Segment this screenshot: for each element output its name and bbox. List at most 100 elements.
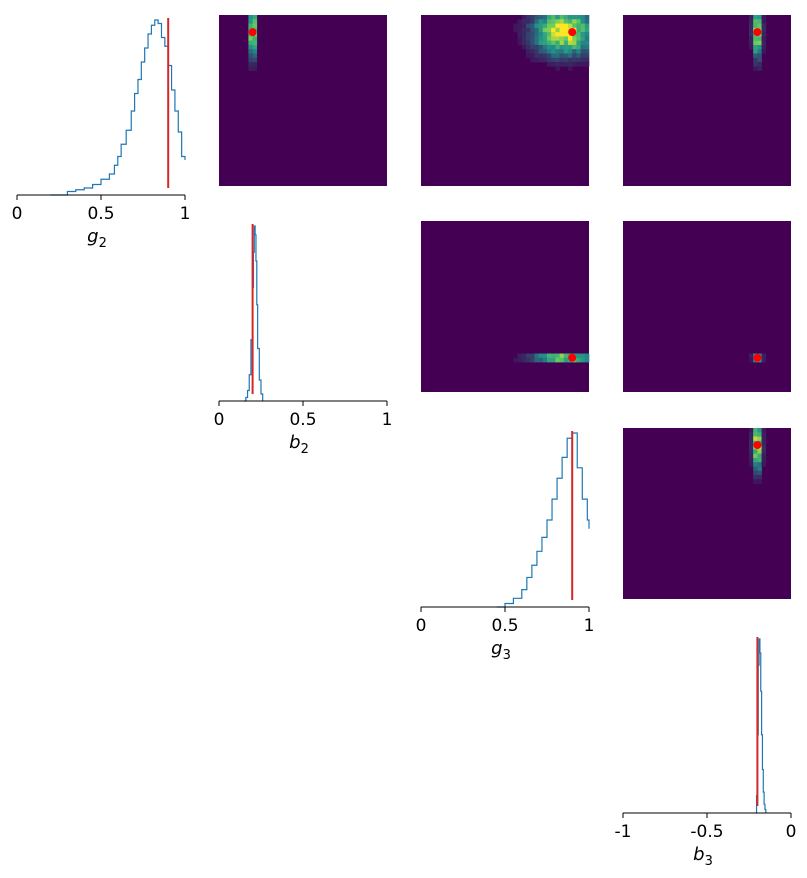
heatmap-g_2-b_2 [219,15,387,186]
heatmap-cell [555,27,560,33]
heatmap-cell [761,27,767,33]
heatmap-cell [753,57,758,63]
heatmap-cell [563,27,569,33]
heatmap-cell [542,53,548,59]
heatmap-cell [563,15,569,20]
heatmap-cell [551,27,556,33]
heatmap-cell [749,445,754,450]
heatmap-cell [580,32,586,37]
heatmap-cell [563,44,569,50]
heatmap-cell [521,44,527,50]
heatmap-cell [757,466,762,472]
heatmap-b_2-g_3 [421,221,590,392]
heatmap-cell [580,40,586,46]
heatmap-cell [572,53,577,59]
heatmap-cell [568,23,573,29]
heatmap-cell [526,49,531,54]
heatmap-cell [584,49,590,54]
heatmap-cell [248,66,253,71]
heatmap-cell [248,23,253,29]
heatmap-cell [749,15,754,20]
heatmap-cell [753,453,758,459]
heatmap-cell [252,40,258,46]
heatmap-cell [521,15,527,20]
heatmap-cell [749,436,754,442]
heatmap-cell [547,57,552,63]
heatmap-cell [576,57,581,63]
heatmap-cell [534,49,539,54]
heatmap-cell [538,44,544,50]
heatmap-cell [530,57,535,63]
heatmap-cell [568,36,573,41]
heatmap-cell [538,357,544,363]
heatmap-cell [526,23,531,29]
heatmap-cell [753,23,758,29]
heatmap-cell [559,44,565,50]
heatmap-cell [559,19,565,24]
heatmap-cell [248,36,253,41]
heatmap-cell [757,53,762,59]
heatmap-cell [757,457,762,463]
heatmap-cell [559,62,565,67]
heatmap-cell [530,32,535,37]
heatmap-cell [542,49,548,54]
heatmap-cell [576,23,581,29]
heatmap-cell [576,36,581,41]
heatmap-cell [555,19,560,24]
heatmap-cell [559,353,565,359]
heatmap-cell [563,62,569,67]
heatmap-cell [753,466,758,472]
heatmap-cell [568,44,573,50]
heatmap-cell [534,32,539,37]
heatmap-cell [542,15,548,20]
heatmap-cell [761,32,767,37]
heatmap-cell [555,32,560,37]
heatmap-cell [555,53,560,59]
heatmap-cell [757,479,762,484]
heatmap-cell [252,66,258,71]
heatmap-g_2-g_3 [421,15,590,186]
histogram-line [244,225,264,402]
heatmap-cell [568,66,573,71]
heatmap-cell [749,457,754,463]
heatmap-cell [749,453,754,459]
heatmap-cell [563,49,569,54]
heatmap-cell [551,15,556,20]
heatmap-cell [753,66,758,71]
heatmap-cell [559,357,565,363]
heatmap-cell [526,32,531,37]
heatmap-cell [513,23,518,29]
heatmap-cell [757,462,762,467]
heatmap-background [219,15,387,186]
heatmap-cell [576,19,581,24]
heatmap-cell [252,57,258,63]
heatmap-cell [761,428,767,433]
heatmap-cell [248,62,253,67]
heatmap-cell [576,44,581,50]
heatmap-cell [555,62,560,67]
heatmap-cell [555,49,560,54]
heatmap-cell [526,15,531,20]
heatmap-cell [576,27,581,33]
heatmap-cell [538,19,544,24]
heatmap-cell [753,475,758,480]
heatmap-cell [757,23,762,29]
heatmap-cell [563,40,569,46]
heatmap-cell [761,40,767,46]
heatmap-cell [559,23,565,29]
heatmap-cell [584,23,590,29]
heatmap-cell [555,57,560,63]
true-value-point [753,28,762,37]
heatmap-cell [555,357,560,363]
heatmap-cell [761,462,767,467]
heatmap-cell [757,449,762,454]
heatmap-cell [757,436,762,442]
marginal-b_3: -1 -0.5 0 b3 [615,637,796,869]
pairwise-heatmaps [219,15,791,599]
heatmap-cell [521,23,527,29]
heatmap-cell [538,49,544,54]
heatmap-cell [547,23,552,29]
x-tick-label: -0.5 [690,822,723,842]
heatmap-cell [572,62,577,67]
heatmap-cell [551,36,556,41]
